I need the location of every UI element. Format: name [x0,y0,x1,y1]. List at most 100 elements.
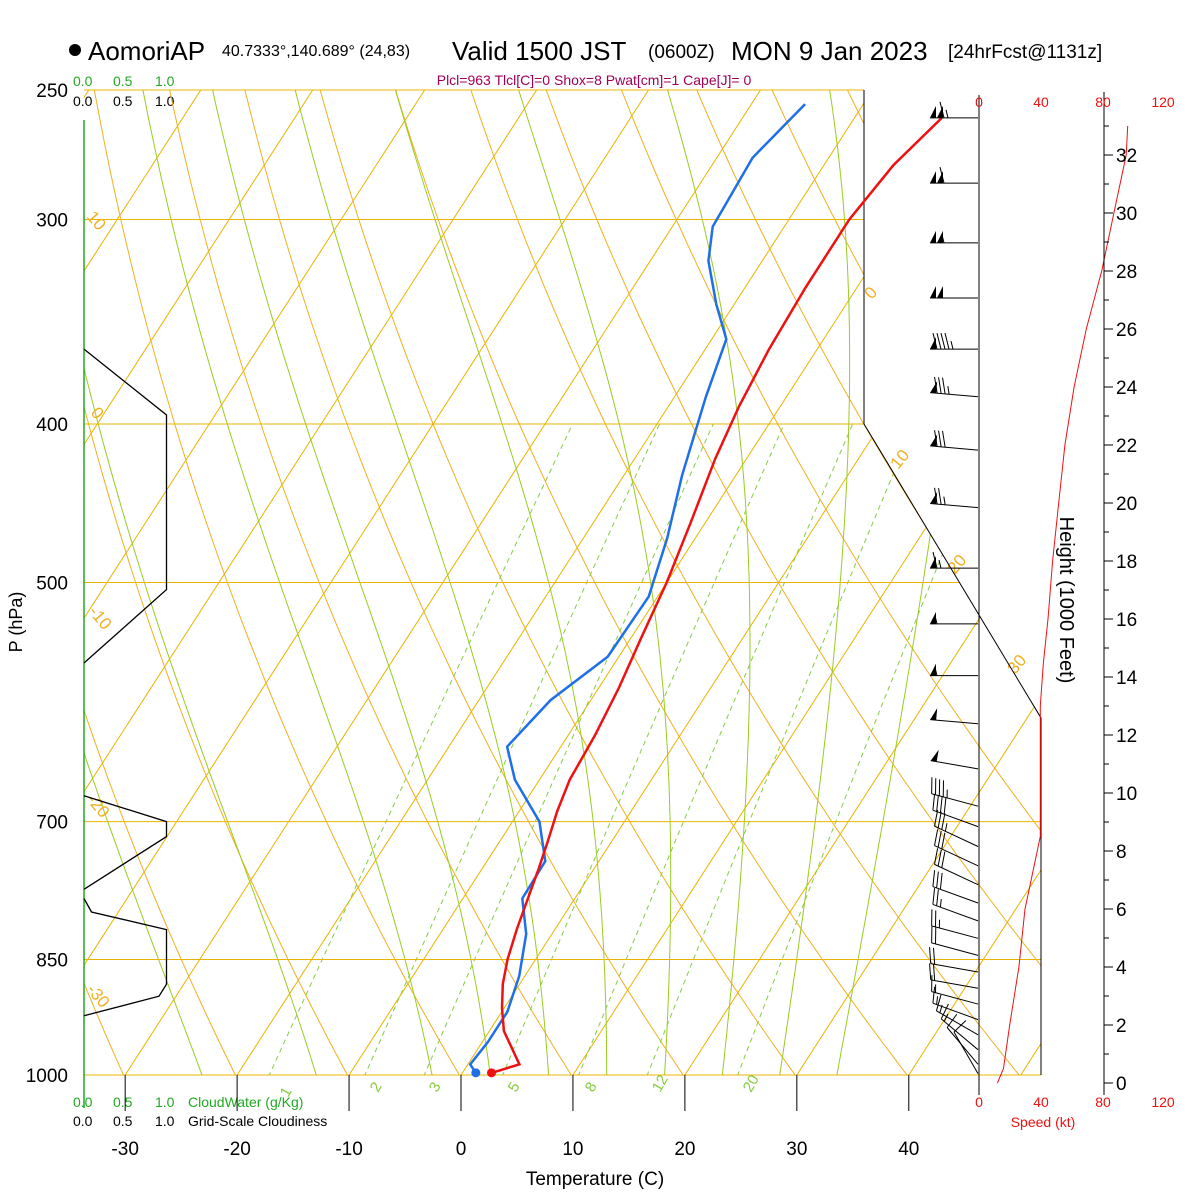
cloudiness-tick-bottom: 0.5 [113,1113,133,1129]
mixing-ratio-label: 2 [367,1079,386,1095]
mixing-ratio-line [724,423,996,1075]
height-tick-label: 12 [1116,726,1137,747]
temperature-axis: -30 -20 -10 0 10 20 30 40 [111,1075,919,1160]
wind-barb [932,986,979,1021]
dry-adiabat-label: 20 [944,551,971,578]
wind-barb [930,332,978,350]
temperature-tick-label: 20 [674,1139,695,1160]
isotherm-line [796,90,1041,1075]
isobar-lines [84,89,1041,1076]
temperature-tick-label: 0 [456,1139,467,1160]
cloudiness-tick-top: 1.0 [155,93,175,109]
valid-date: MON 9 Jan 2023 [731,36,928,66]
dry-adiabat-line [684,90,1041,1075]
wind-barb [930,230,978,244]
wind-barb [931,926,979,956]
height-axis-label: Height (1000 Feet) [1055,517,1077,684]
cloudwater-tick-bottom: 0.0 [73,1094,93,1110]
mixing-ratio-label: 3 [426,1079,445,1095]
wind-barb [931,909,979,939]
height-tick-label: 6 [1116,900,1127,921]
height-tick-label: 18 [1116,552,1137,573]
dry-adiabat-line [460,90,1041,1075]
wind-barb [934,848,979,886]
height-tick-label: 8 [1116,842,1127,863]
height-tick-label: 4 [1116,958,1127,979]
mixing-ratio-line [349,423,661,1075]
dry-adiabat-line [981,90,1041,1075]
cloudiness-tick-bottom: 1.0 [155,1113,175,1129]
isotherm-line [908,90,1041,1075]
y-axis-label: P (hPa) [6,592,26,653]
forecast-info: [24hrFcst@1131z] [948,42,1102,63]
cloudwater-tick-top: 0.5 [113,73,133,89]
mixing-ratio-label: 20 [740,1072,763,1095]
mixing-ratio-line [487,423,785,1075]
chart-header: AomoriAP 40.7333°,140.689° (24,83) Valid… [69,36,1102,88]
zulu-time: (0600Z) [648,42,715,63]
dry-adiabat-line [163,90,594,1075]
pressure-tick-label: 850 [36,951,68,972]
height-tick-label: 0 [1116,1074,1127,1095]
isotherm-line [84,90,314,1075]
pressure-axis: 250 300 400 500 700 850 1000 [26,81,68,1087]
mixing-ratio-line [408,423,714,1075]
wind-barb [932,870,979,904]
pressure-tick-label: 300 [36,211,68,232]
height-tick-label: 20 [1116,494,1137,515]
mixing-ratio-line [252,423,574,1075]
wind-barb [946,1013,979,1065]
cloud-scale-bottom: 0.0 0.5 1.0 CloudWater (g/Kg) 0.0 0.5 1.… [73,1094,327,1129]
dry-adiabat-line [312,90,821,1075]
wind-barb [930,166,978,184]
temperature-tick-label: -20 [223,1139,250,1160]
station-dot-icon [69,44,81,56]
dry-adiabat-label: -10 [85,602,115,633]
cloudwater-tick-bottom: 0.5 [113,1094,133,1110]
moist-adiabat-line [294,90,552,1075]
height-tick-label: 2 [1116,1016,1127,1037]
height-tick-label: 22 [1116,436,1137,457]
cloudiness-profile [83,348,168,1017]
height-tick-label: 28 [1116,262,1137,283]
valid-time: Valid 1500 JST [452,36,627,66]
dry-adiabat-line [907,90,1041,1075]
speed-tick-bottom: 120 [1151,1094,1175,1110]
speed-tick-top: 40 [1033,94,1049,110]
plot-frame [863,90,1042,1075]
wind-barbs [929,101,979,1074]
mixing-ratio-label: 8 [582,1079,601,1095]
wind-barb [953,1020,979,1074]
mixing-ratio-line [564,423,854,1075]
height-tick-label: 26 [1116,320,1137,341]
dry-adiabat-line [386,90,935,1075]
dry-adiabat-line [84,90,367,1075]
cloudiness-tick-top: 0.0 [73,93,93,109]
height-tick-label: 16 [1116,610,1137,631]
x-axis-label: Temperature (C) [526,1169,664,1190]
cloudwater-tick-top: 0.0 [73,73,93,89]
wind-barb [931,975,979,1005]
speed-axis-bottom: 0 40 80 120 Speed (kt) [975,1094,1175,1130]
pressure-tick-label: 500 [36,574,68,595]
wind-barb [930,611,978,625]
height-tick-label: 10 [1116,784,1137,805]
cloudwater-tick-top: 1.0 [155,73,175,89]
cloudiness-tick-bottom: 0.0 [73,1113,93,1129]
moist-adiabat-line [774,90,851,1075]
height-tick-label: 32 [1116,146,1137,167]
temperature-tick-label: 40 [898,1139,919,1160]
cloudwater-label: CloudWater (g/Kg) [188,1094,303,1110]
moist-adiabat-line [394,90,608,1075]
wind-barb [932,888,979,922]
stability-indices: Plcl=963 Tlcl[C]=0 Shox=8 Pwat[cm]=1 Cap… [437,72,752,88]
dewpoint-line [468,103,806,1074]
speed-tick-bottom: 40 [1033,1094,1049,1110]
moist-adiabat-line [84,90,216,1075]
speed-tick-bottom: 80 [1095,1094,1111,1110]
dry-adiabat-label: 10 [83,207,110,234]
wind-barb [930,285,978,299]
dry-adiabat-line [84,90,254,1075]
